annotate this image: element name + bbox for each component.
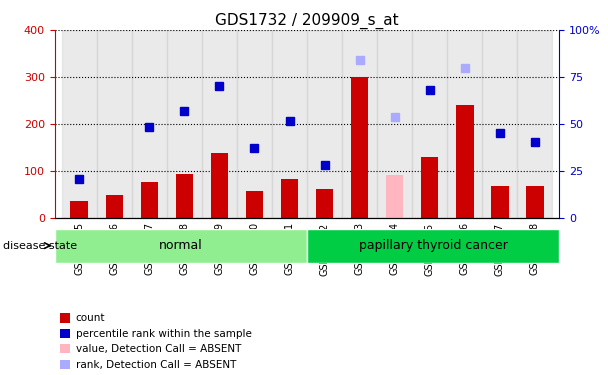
Bar <box>447 30 482 217</box>
Bar <box>97 30 132 217</box>
Text: disease state: disease state <box>3 241 77 250</box>
Bar <box>491 186 508 218</box>
Bar <box>132 30 167 217</box>
Bar <box>106 195 123 217</box>
Text: normal: normal <box>159 239 202 252</box>
Bar <box>526 186 544 218</box>
Bar <box>377 30 412 217</box>
Legend: count, percentile rank within the sample, value, Detection Call = ABSENT, rank, : count, percentile rank within the sample… <box>60 313 252 370</box>
Bar <box>62 30 97 217</box>
Bar <box>281 178 299 218</box>
Bar <box>351 77 368 218</box>
Bar <box>316 189 333 217</box>
FancyBboxPatch shape <box>307 229 559 262</box>
Bar <box>210 153 228 218</box>
Bar <box>342 30 377 217</box>
Bar <box>421 157 438 218</box>
Bar <box>246 191 263 217</box>
Bar <box>386 176 404 217</box>
Bar <box>456 105 474 218</box>
Title: GDS1732 / 209909_s_at: GDS1732 / 209909_s_at <box>215 12 399 28</box>
Bar <box>176 174 193 217</box>
Bar <box>307 30 342 217</box>
Bar <box>202 30 237 217</box>
Bar <box>412 30 447 217</box>
Bar <box>140 182 158 218</box>
Bar <box>517 30 552 217</box>
Bar <box>482 30 517 217</box>
Bar <box>71 201 88 217</box>
Bar <box>272 30 307 217</box>
Bar <box>167 30 202 217</box>
Text: papillary thyroid cancer: papillary thyroid cancer <box>359 239 508 252</box>
FancyBboxPatch shape <box>55 229 307 262</box>
Bar <box>237 30 272 217</box>
